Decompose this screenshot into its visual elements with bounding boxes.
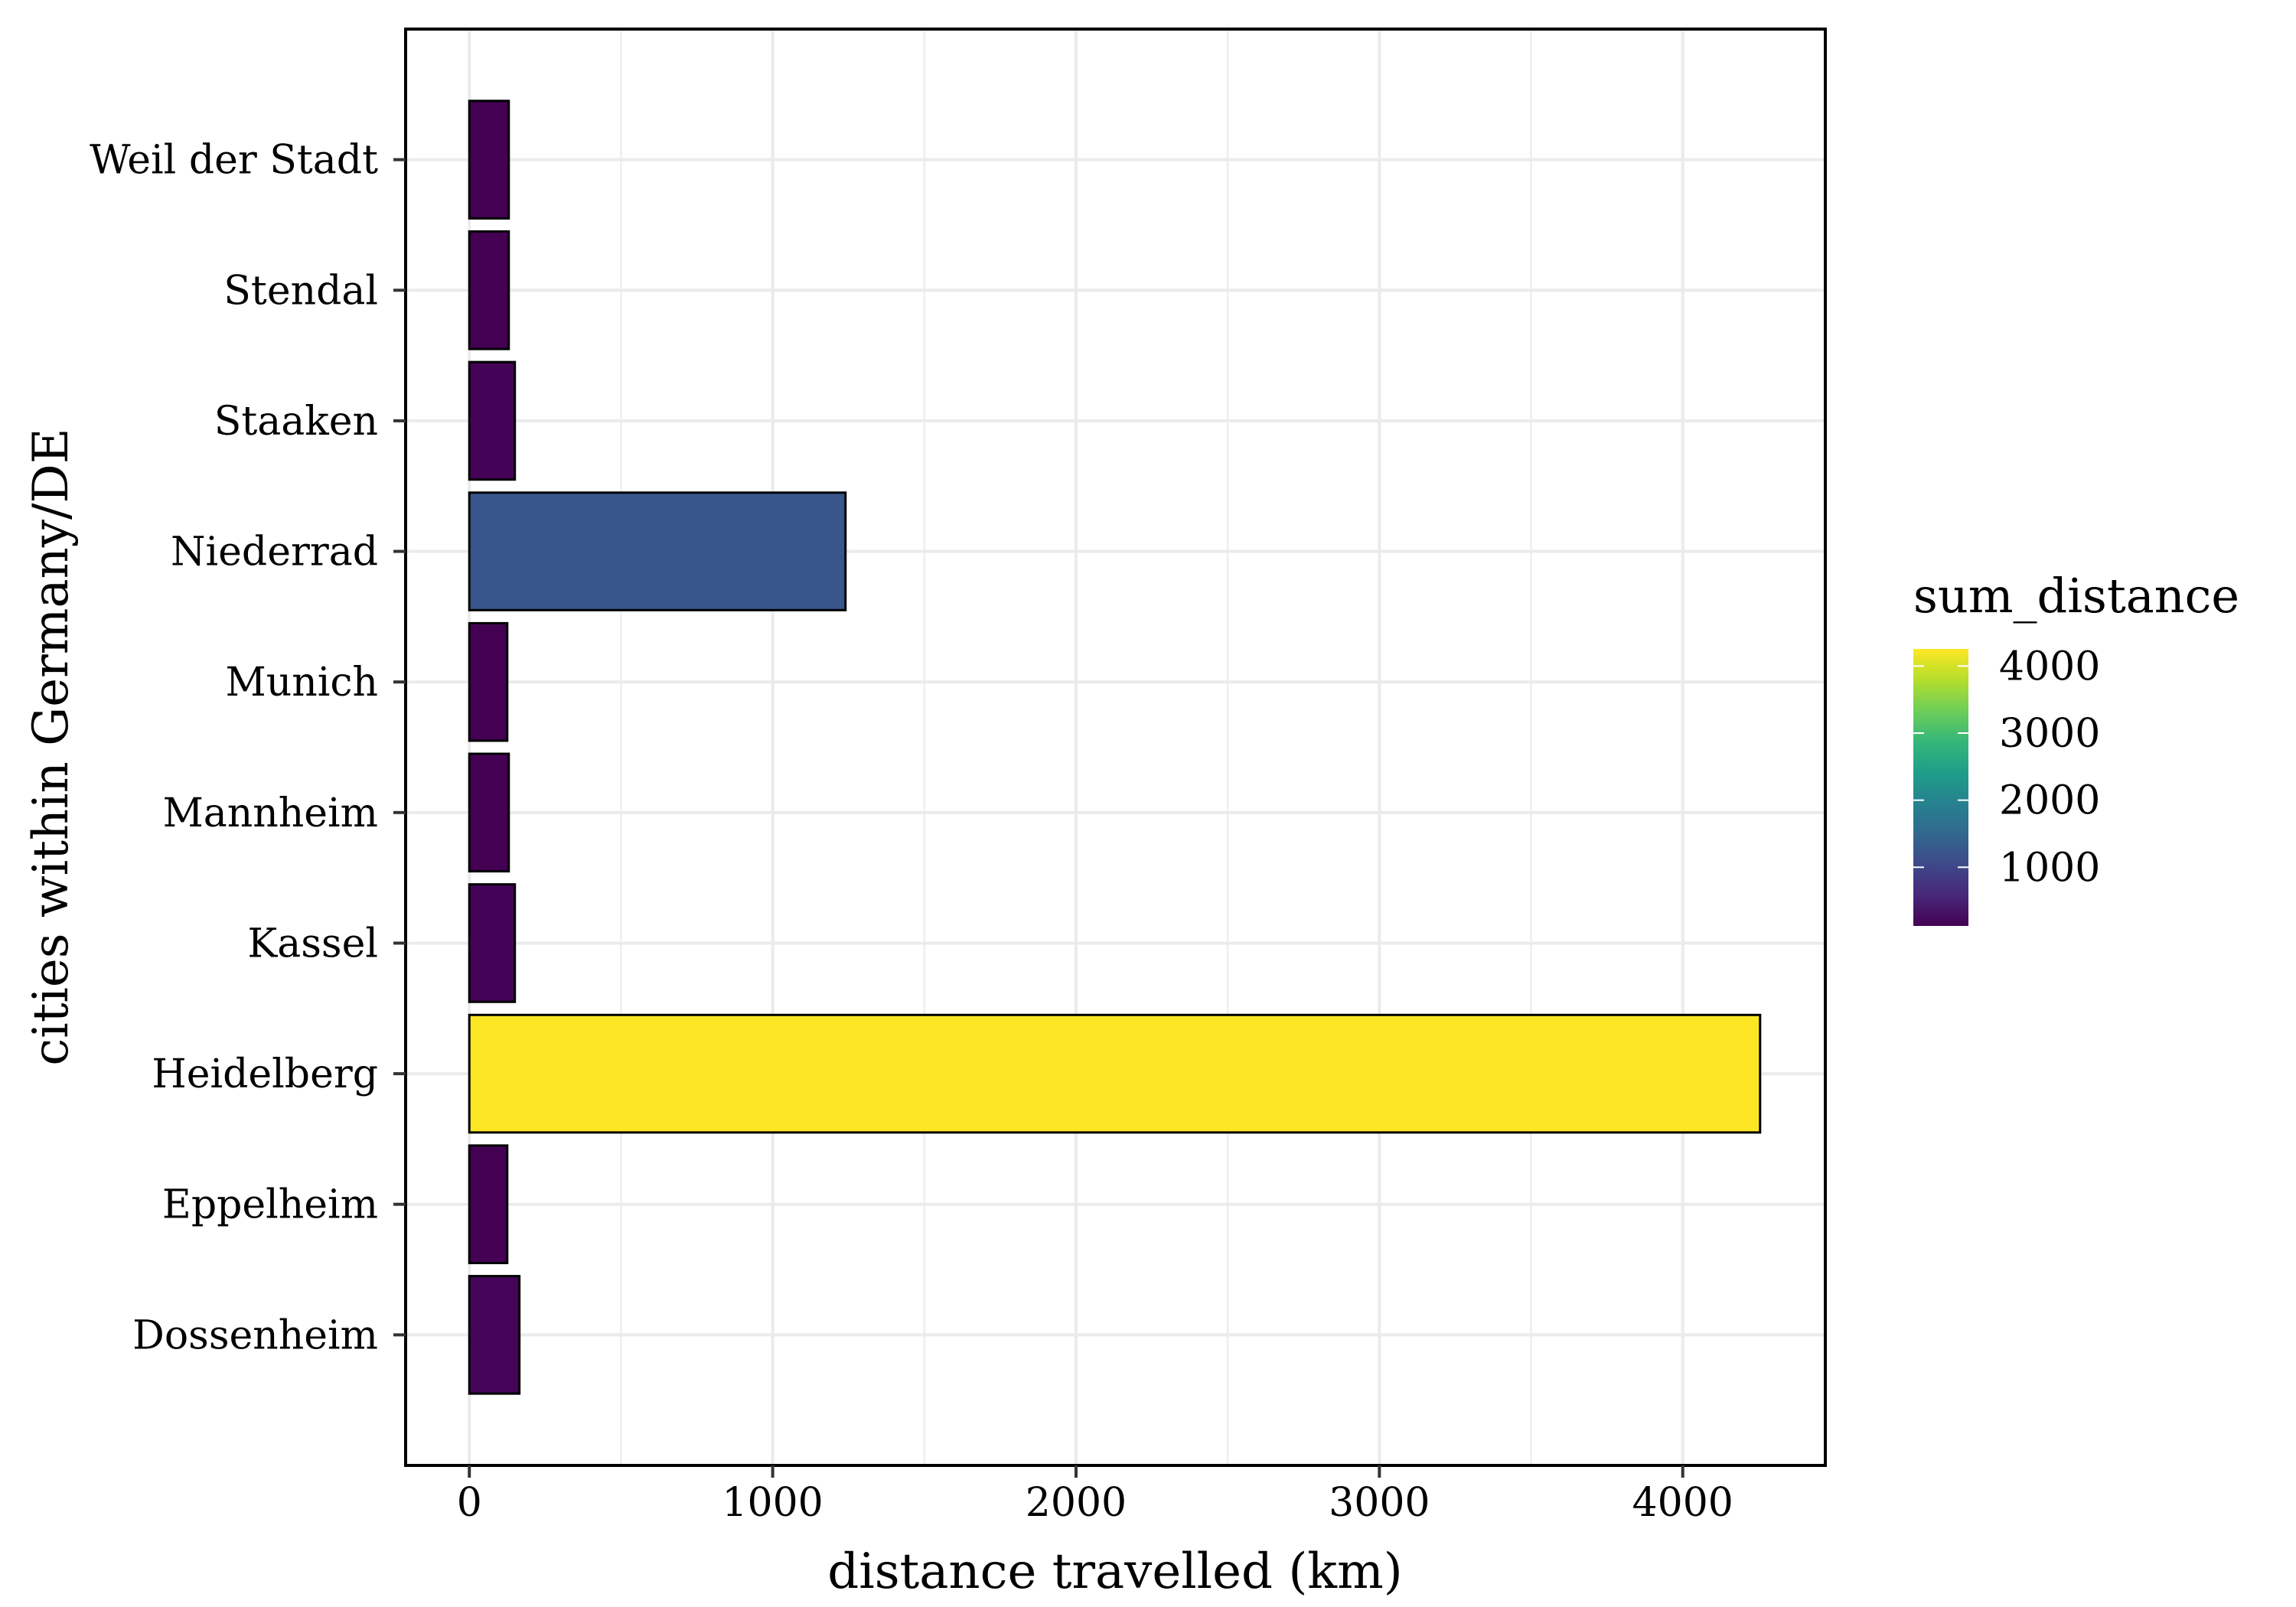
bar-dossenheim <box>468 1275 521 1395</box>
x-tick-label: 4000 <box>1632 1480 1733 1526</box>
grid-lines <box>406 29 1825 1465</box>
bar-kassel <box>468 883 517 1003</box>
y-tick-label: Eppelheim <box>162 1182 378 1228</box>
bar-eppelheim <box>468 1144 509 1265</box>
y-tick-label: Staaken <box>214 399 378 445</box>
axes: Dossenheim Eppelheim Heidelberg Kassel Mannh… <box>90 138 1733 1526</box>
bars <box>468 99 1762 1395</box>
legend-ticks: 1000 2000 3000 4000 <box>1913 644 2100 891</box>
y-tick-label: Dossenheim <box>132 1312 378 1358</box>
legend-tick-label: 3000 <box>1999 711 2100 757</box>
y-tick-label: Munich <box>226 660 378 706</box>
y-tick-label: Stendal <box>223 268 378 314</box>
legend-title: sum_distance <box>1913 568 2239 624</box>
y-axis-title: cities within Germany/DE <box>23 428 80 1065</box>
x-tick-label: 3000 <box>1329 1480 1430 1526</box>
bar-stendal <box>468 230 510 350</box>
x-tick-label: 1000 <box>722 1480 823 1526</box>
x-tick-label: 0 <box>457 1480 482 1526</box>
legend-tick-label: 2000 <box>1999 778 2100 824</box>
bar-heidelberg <box>468 1013 1762 1134</box>
bar-niederrad <box>468 491 847 611</box>
y-tick-label: Mannheim <box>163 790 378 836</box>
x-tick-label: 2000 <box>1026 1480 1127 1526</box>
legend: sum_distance 1000 2000 3000 4000 <box>1913 568 2239 926</box>
x-axis-title: distance travelled (km) <box>827 1543 1402 1600</box>
y-tick-label: Weil der Stadt <box>90 138 378 184</box>
bar-staaken <box>468 360 517 481</box>
y-tick-label: Niederrad <box>171 530 378 575</box>
bar-weil-der-stadt <box>468 99 510 220</box>
legend-tick-label: 1000 <box>1999 845 2100 891</box>
y-tick-label: Kassel <box>247 921 378 966</box>
bar-munich <box>468 621 509 742</box>
legend-colorbar <box>1913 649 1968 926</box>
y-tick-label: Heidelberg <box>152 1051 378 1097</box>
legend-tick-label: 4000 <box>1999 644 2100 689</box>
bar-mannheim <box>468 752 510 873</box>
plot-panel-border <box>404 28 1827 1467</box>
